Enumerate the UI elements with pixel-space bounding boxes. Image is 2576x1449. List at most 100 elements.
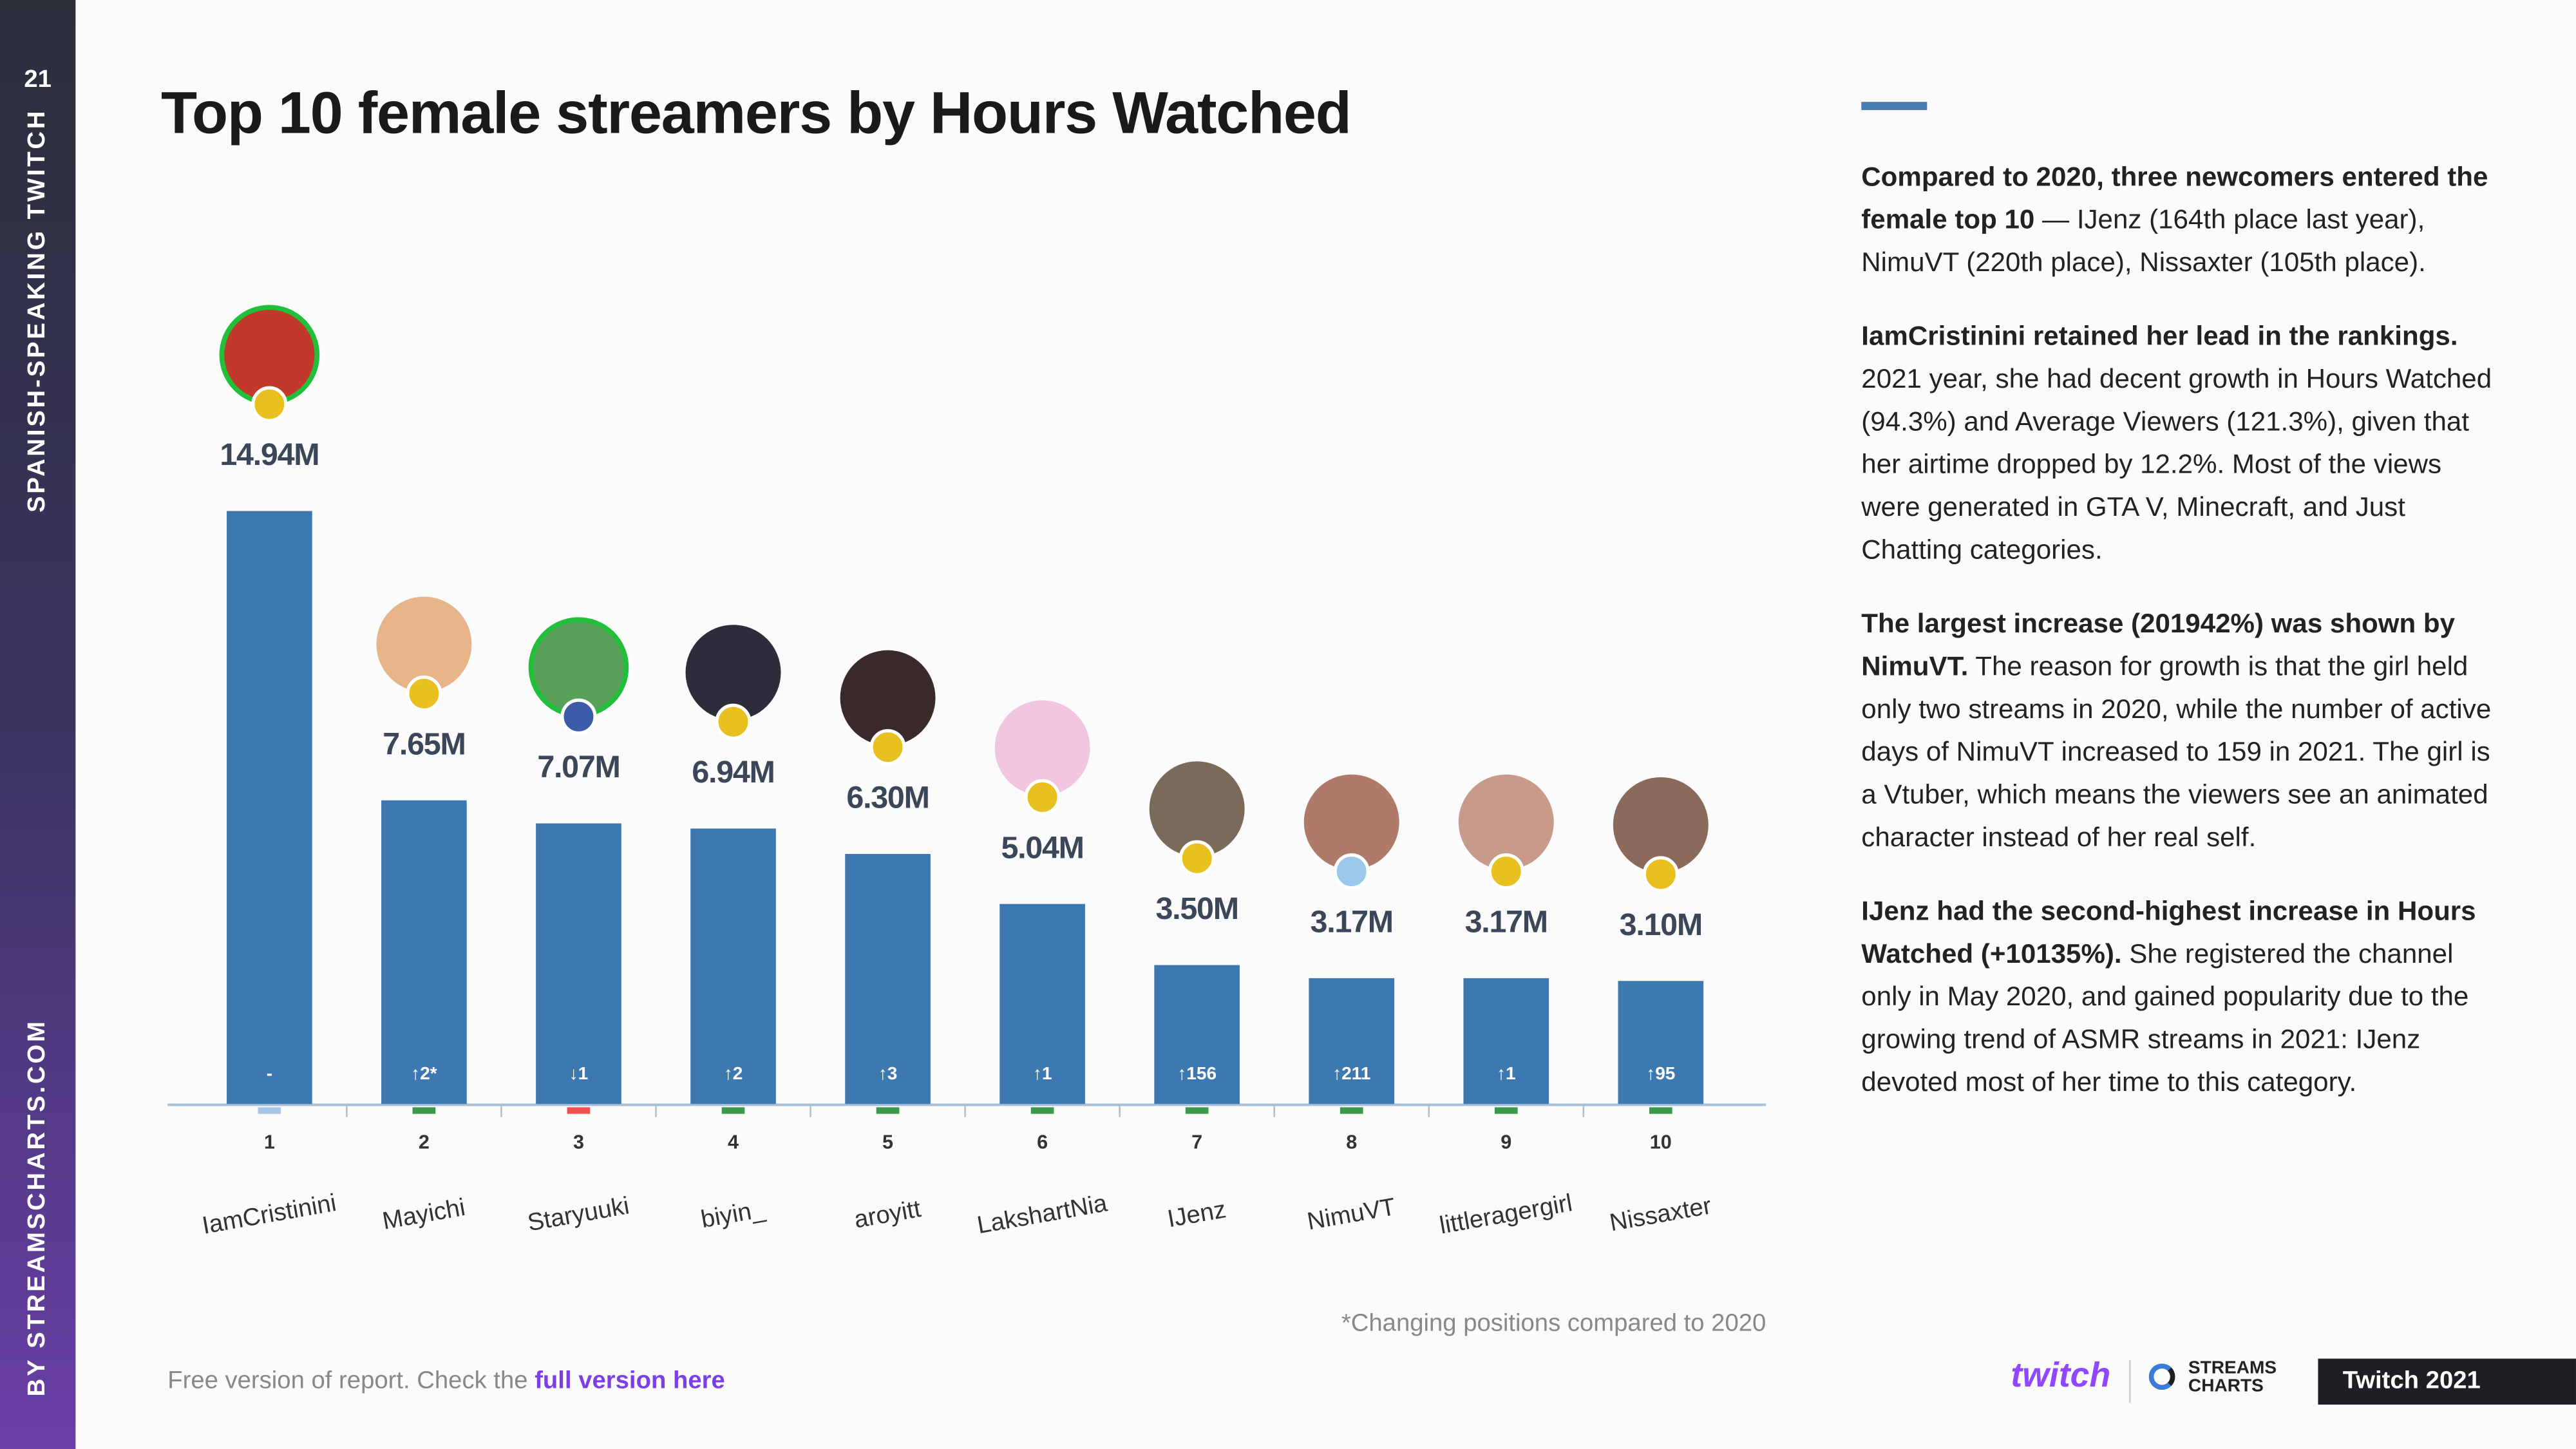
change-label: ↑3 (878, 1063, 898, 1083)
change-indicator (876, 1107, 900, 1114)
paragraph: Compared to 2020, three newcomers entere… (1861, 156, 2494, 284)
avatar (685, 625, 781, 721)
change-label: ↑211 (1332, 1063, 1370, 1083)
flag (251, 386, 288, 422)
value-label: 14.94M (220, 437, 319, 472)
footer-link[interactable]: full version here (535, 1367, 725, 1395)
commentary: Compared to 2020, three newcomers entere… (1861, 156, 2494, 1135)
flag (406, 675, 442, 712)
x-tick-label: biyin_ (699, 1195, 768, 1233)
change-indicator (567, 1107, 591, 1114)
x-tick-label: littleragergirl (1437, 1189, 1575, 1240)
change-indicator (1649, 1107, 1672, 1114)
flag (560, 698, 597, 735)
change-label: - (267, 1063, 272, 1083)
rank-label: 5 (882, 1132, 893, 1153)
rank-label: 3 (573, 1132, 584, 1153)
bar (227, 511, 312, 1104)
paragraph-text: 2021 year, she had decent growth in Hour… (1861, 365, 2492, 565)
change-label: ↑156 (1177, 1063, 1217, 1083)
value-label: 5.04M (1001, 830, 1083, 865)
rank-label: 4 (728, 1132, 739, 1153)
sidebar: 21 SPANISH-SPEAKING TWITCH BY STREAMSCHA… (0, 0, 76, 1449)
avatar (1149, 761, 1245, 857)
logo-line: CHARTS (2188, 1376, 2264, 1397)
x-tick-label: Mayichi (380, 1193, 467, 1235)
badge: Twitch 2021 (2318, 1358, 2576, 1405)
flag (1642, 856, 1679, 893)
paragraph-text: She registered the channel only in May 2… (1861, 940, 2469, 1098)
bar (381, 800, 467, 1104)
x-tick-label: IamCristinini (200, 1189, 339, 1240)
flag (1024, 779, 1061, 815)
change-label: ↑1 (1497, 1063, 1516, 1083)
bar (999, 904, 1085, 1104)
rank-label: 8 (1346, 1132, 1357, 1153)
paragraph: IamCristinini retained her lead in the r… (1861, 316, 2494, 572)
change-label: ↑1 (1033, 1063, 1052, 1083)
x-tick-label: LakshartNia (975, 1189, 1110, 1239)
change-label: ↑95 (1646, 1063, 1675, 1083)
avatar (376, 596, 472, 692)
accent-dash (1861, 102, 1927, 110)
paragraph-text: — IJenz (164th place last year), NimuVT … (1861, 205, 2426, 278)
value-label: 3.17M (1311, 905, 1393, 940)
flag (869, 729, 906, 766)
bar (845, 853, 931, 1104)
value-label: 3.17M (1465, 905, 1548, 940)
change-label: ↑2* (411, 1063, 437, 1083)
logo-divider (2129, 1360, 2131, 1403)
avatar (1458, 774, 1554, 870)
logo-line: STREAMS (2188, 1358, 2277, 1379)
rank-label: 10 (1650, 1132, 1672, 1153)
paragraph: The largest increase (201942%) was shown… (1861, 603, 2494, 859)
flag (1179, 840, 1215, 876)
paragraph-text: The reason for growth is that the girl h… (1861, 652, 2492, 853)
value-label: 7.07M (537, 750, 620, 784)
paragraph: IJenz had the second-highest increase in… (1861, 891, 2494, 1104)
change-indicator (1030, 1107, 1054, 1114)
value-label: 3.50M (1156, 891, 1238, 926)
value-label: 6.94M (692, 755, 774, 790)
title: Top 10 female streamers by Hours Watched (160, 79, 1352, 147)
note: *Changing positions compared to 2020 (1341, 1309, 1766, 1338)
rank-label: 2 (419, 1132, 430, 1153)
bar (1309, 978, 1395, 1104)
flag (1333, 853, 1370, 890)
paragraph-lead: IamCristinini retained her lead in the r… (1861, 321, 2458, 352)
avatar (1303, 774, 1399, 870)
x-tick-label: Staryuuki (526, 1191, 631, 1236)
flag (1488, 853, 1524, 890)
paragraph-lead: The largest increase (201942%) was shown… (1861, 609, 2456, 682)
flag (715, 703, 752, 740)
footer-text: Free version of report. Check the (167, 1367, 535, 1395)
x-tick-label: IJenz (1165, 1195, 1228, 1233)
rank-label: 9 (1501, 1132, 1511, 1153)
streamscharts-logo: STREAMS CHARTS (2149, 1358, 2277, 1397)
rank-label: 7 (1191, 1132, 1202, 1153)
value-label: 3.10M (1620, 907, 1702, 942)
bar (1463, 978, 1549, 1104)
x-tick-label: NimuVT (1305, 1193, 1398, 1235)
bar (1154, 965, 1240, 1104)
x-tick-label: Nissaxter (1607, 1191, 1714, 1236)
paragraph-lead: Compared to 2020, three newcomers entere… (1861, 162, 2488, 235)
avatar (994, 700, 1090, 796)
change-indicator (1340, 1107, 1363, 1114)
rank-label: 1 (264, 1132, 275, 1153)
x-tick-label: aroyitt (852, 1195, 923, 1233)
change-label: ↓1 (569, 1063, 589, 1083)
avatar (840, 650, 936, 746)
change-indicator (258, 1107, 281, 1114)
value-label: 7.65M (383, 726, 465, 761)
change-indicator (721, 1107, 745, 1114)
avatar (1613, 777, 1709, 873)
bar (536, 823, 621, 1104)
change-label: ↑2 (724, 1063, 743, 1083)
bar (690, 828, 776, 1104)
change-indicator (1185, 1107, 1209, 1114)
footer: Free version of report. Check the full v… (167, 1367, 725, 1394)
